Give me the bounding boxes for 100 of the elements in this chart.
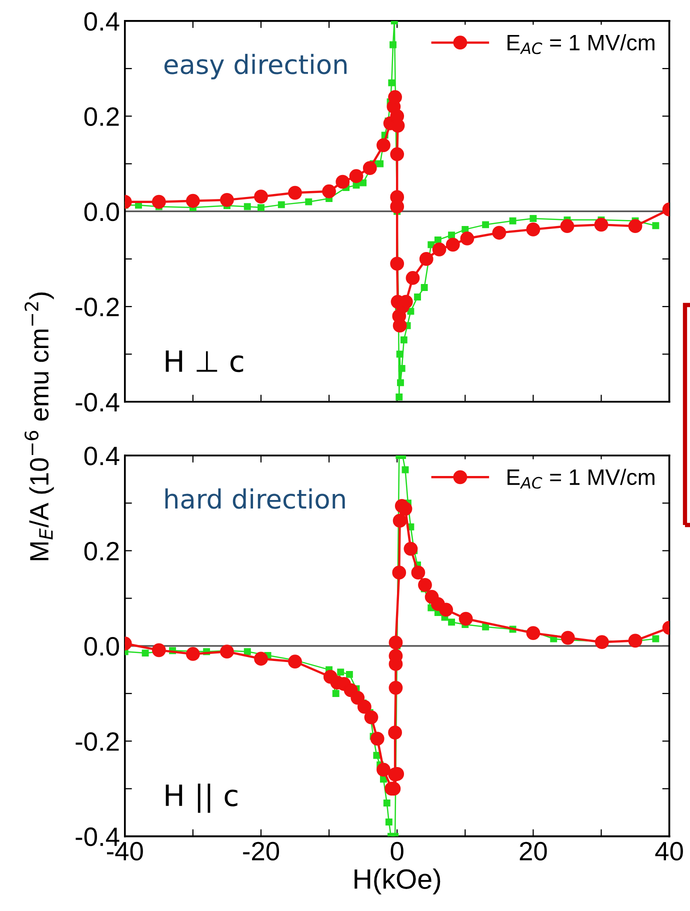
point bbox=[402, 466, 409, 474]
point bbox=[376, 160, 384, 168]
y-tick-label: -0.2 bbox=[76, 732, 119, 751]
y-tick-label: 0.0 bbox=[84, 637, 119, 656]
point bbox=[482, 623, 490, 630]
point bbox=[398, 502, 412, 516]
point bbox=[390, 118, 405, 133]
point bbox=[244, 203, 251, 210]
point bbox=[244, 648, 251, 656]
point bbox=[482, 221, 490, 228]
point bbox=[560, 219, 574, 234]
point bbox=[458, 612, 473, 626]
x-tick-label: 40 bbox=[655, 842, 683, 861]
point bbox=[652, 635, 660, 642]
point bbox=[492, 226, 506, 240]
point bbox=[406, 271, 420, 285]
y-tick-label: 0.2 bbox=[84, 107, 119, 126]
annotation: H ⊥ c bbox=[166, 350, 244, 372]
point bbox=[392, 566, 406, 580]
point bbox=[258, 204, 264, 212]
point bbox=[509, 217, 516, 224]
y-tick-label: -0.2 bbox=[76, 298, 119, 316]
point bbox=[390, 147, 404, 162]
annotation: H || c bbox=[166, 784, 238, 813]
y-axis-title: M$_{E}$/A (10$^{−6}$ emu cm$^{−2}$) bbox=[24, 292, 54, 560]
point bbox=[376, 762, 390, 777]
point bbox=[594, 635, 609, 650]
point bbox=[628, 634, 642, 648]
point bbox=[526, 222, 540, 236]
point bbox=[526, 626, 540, 640]
y-tick-label: 0.2 bbox=[84, 542, 119, 561]
x-axis-title: H(kOe) bbox=[354, 868, 440, 894]
point bbox=[407, 308, 414, 315]
point bbox=[376, 138, 390, 152]
point bbox=[254, 652, 268, 666]
point bbox=[396, 350, 404, 358]
point bbox=[418, 578, 432, 592]
point bbox=[460, 232, 474, 246]
y-tick-label: -0.4 bbox=[76, 392, 120, 412]
point bbox=[388, 680, 403, 695]
point bbox=[349, 169, 364, 184]
point bbox=[385, 818, 392, 826]
point bbox=[432, 242, 446, 256]
point bbox=[360, 179, 367, 186]
point bbox=[288, 654, 302, 669]
point bbox=[530, 215, 537, 222]
point bbox=[628, 219, 642, 234]
point bbox=[220, 192, 234, 207]
point bbox=[400, 336, 408, 344]
point bbox=[411, 566, 426, 580]
point bbox=[392, 514, 407, 528]
point bbox=[370, 732, 384, 746]
point bbox=[390, 200, 404, 214]
point bbox=[186, 647, 200, 661]
point bbox=[439, 602, 454, 617]
point bbox=[397, 379, 404, 386]
annotation: hard direction bbox=[165, 488, 345, 509]
point bbox=[336, 174, 350, 189]
point bbox=[152, 643, 166, 658]
point bbox=[362, 161, 377, 175]
y-tick-label: 0.4 bbox=[84, 12, 120, 31]
point bbox=[652, 222, 660, 230]
point bbox=[414, 294, 421, 301]
point bbox=[448, 618, 456, 626]
point bbox=[364, 710, 378, 724]
point bbox=[560, 630, 575, 645]
point bbox=[388, 636, 403, 650]
point bbox=[594, 218, 608, 232]
point bbox=[373, 752, 380, 759]
point bbox=[392, 318, 407, 333]
point bbox=[434, 236, 442, 244]
x-tick-label: -20 bbox=[243, 842, 280, 861]
point bbox=[420, 284, 428, 291]
point bbox=[152, 194, 166, 209]
point bbox=[357, 700, 372, 714]
point bbox=[288, 186, 302, 200]
point bbox=[390, 256, 404, 271]
point bbox=[388, 726, 402, 740]
point bbox=[404, 542, 418, 556]
point bbox=[462, 226, 469, 233]
point bbox=[396, 394, 403, 400]
point bbox=[383, 800, 390, 806]
annotation: easy direction bbox=[164, 54, 347, 80]
x-tick-label: 0 bbox=[390, 842, 404, 861]
point bbox=[390, 41, 396, 48]
point bbox=[419, 252, 434, 266]
point bbox=[346, 670, 353, 678]
point bbox=[220, 644, 234, 659]
point bbox=[337, 668, 344, 676]
point bbox=[446, 238, 460, 252]
point bbox=[388, 90, 402, 104]
point bbox=[305, 198, 312, 206]
point bbox=[186, 194, 200, 208]
x-tick-label: 20 bbox=[520, 842, 547, 861]
point bbox=[388, 79, 396, 86]
point bbox=[428, 241, 435, 248]
y-tick-label: 0.4 bbox=[84, 446, 120, 466]
point bbox=[448, 232, 456, 239]
legend-label: E$_{AC}$ = 1 MV/cm bbox=[508, 468, 654, 489]
y-tick-label: 0.0 bbox=[84, 202, 119, 222]
